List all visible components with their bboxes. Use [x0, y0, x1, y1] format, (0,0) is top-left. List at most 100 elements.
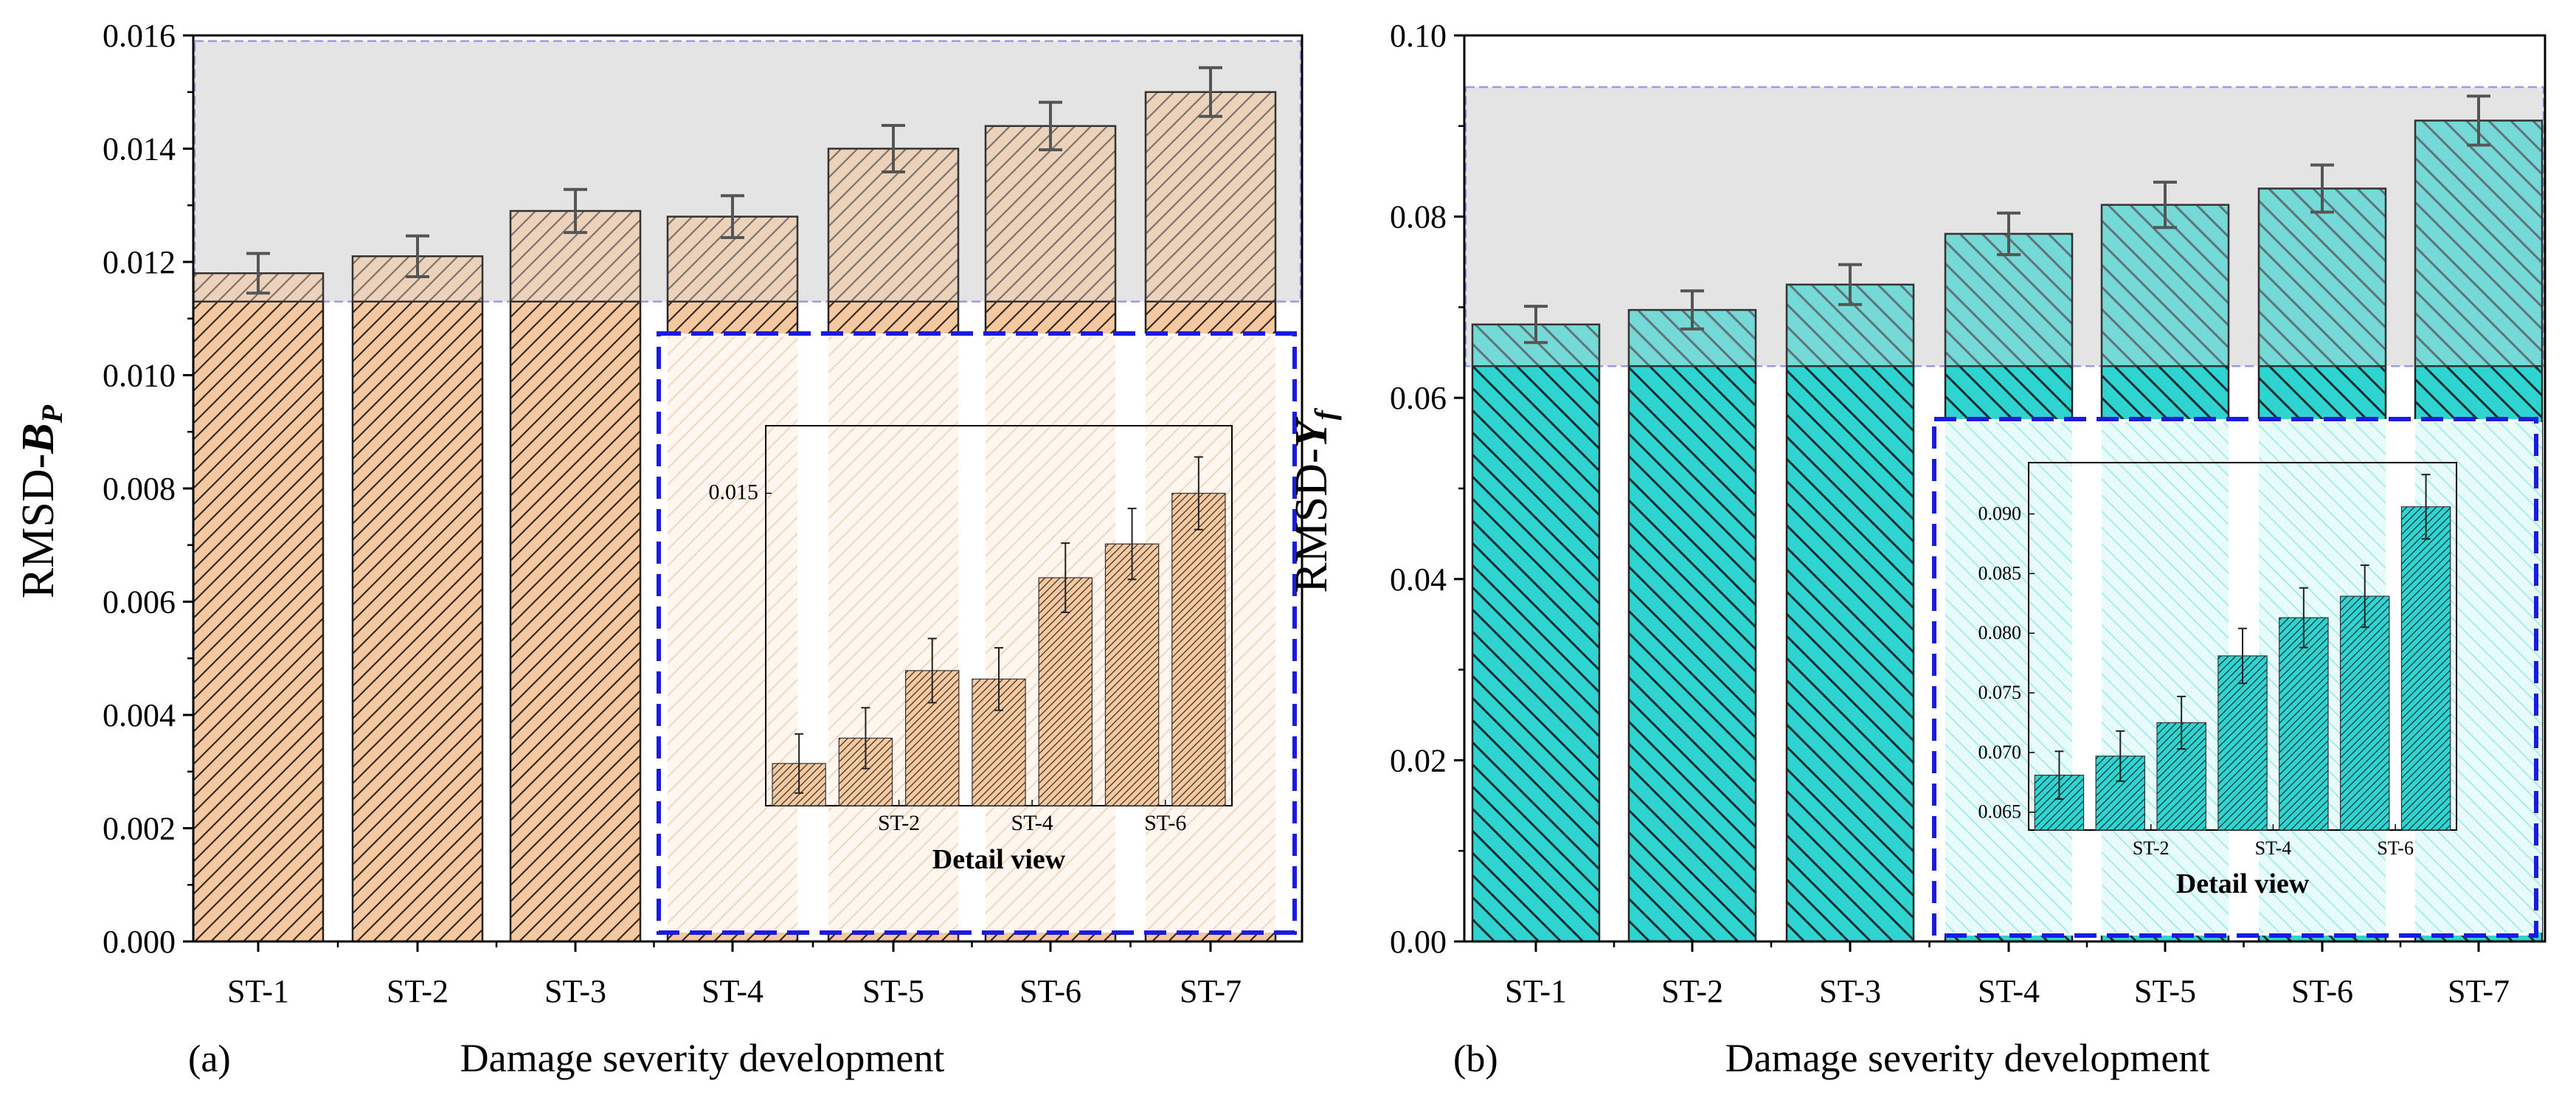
inset-bar-b-st-7 [2400, 506, 2451, 831]
xtick-label-b-st-7: ST-7 [2448, 973, 2510, 1009]
inset-error-bar-a-st-2 [861, 707, 870, 770]
inset-error-bar-b-st-7 [2421, 474, 2431, 540]
bar-top-b-st-3 [1785, 283, 1915, 367]
error-bar-b-st-1 [1524, 305, 1548, 345]
xtick-label-b-st-1: ST-1 [1505, 973, 1567, 1009]
inset-ytick-label-b-0: 0.065 [1978, 801, 2022, 823]
inset-ytick-label-b-5: 0.090 [1978, 503, 2022, 525]
inset-ytick-label-a-0: 0.015 [709, 480, 759, 505]
inset-xtick-label-a-1: ST-4 [1011, 811, 1053, 835]
inset-xtick-label-b-1: ST-4 [2255, 837, 2292, 859]
inset-xtick-label-b-2: ST-6 [2377, 837, 2414, 859]
ytick-label-b-2: 0.04 [1390, 561, 1447, 598]
inset-backdrop-strip-a-3 [668, 336, 797, 930]
ytick-label-a-7: 0.014 [103, 131, 176, 167]
xtick-label-a-st-7: ST-7 [1180, 973, 1242, 1009]
inset-error-bar-a-st-4 [994, 646, 1003, 711]
panel-a-plot: 0.015 ST-2 ST-4 ST-6 Detail view 0.000 0.002 0.… [103, 18, 1303, 1009]
xtick-label-a-st-4: ST-4 [702, 973, 764, 1009]
ytick-label-a-5: 0.010 [103, 358, 176, 394]
xtick-label-b-st-4: ST-4 [1978, 973, 2040, 1009]
inset-ytick-label-b-1: 0.070 [1978, 742, 2022, 763]
inset-backdrop-strip-b-3 [1945, 422, 2072, 933]
xtick-label-b-st-5: ST-5 [2134, 973, 2196, 1009]
inset-error-bar-a-st-7 [1194, 456, 1203, 530]
error-bar-a-st-7 [1199, 66, 1222, 118]
bar-top-b-st-6 [2257, 187, 2387, 367]
inset-error-bar-b-st-6 [2360, 564, 2369, 629]
bar-a-st-1 [192, 272, 325, 943]
error-bar-a-st-5 [882, 124, 905, 173]
error-bar-a-st-3 [564, 187, 587, 235]
inset-error-bar-b-st-5 [2299, 587, 2308, 649]
panel-a-label: (a) [188, 1038, 231, 1080]
error-bar-b-st-3 [1838, 263, 1862, 306]
bar-top-a-st-5 [827, 148, 960, 303]
xtick-label-b-st-3: ST-3 [1819, 973, 1881, 1009]
xtick-label-a-st-5: ST-5 [862, 973, 924, 1009]
panel-b-ylabel: RMSD-Yf [1287, 408, 1342, 593]
ytick-label-a-0: 0.000 [103, 924, 176, 960]
ytick-label-a-4: 0.008 [103, 471, 176, 507]
bar-b-st-3 [1785, 283, 1915, 943]
inset-error-bar-a-st-6 [1127, 508, 1137, 581]
panel-b-xlabel: Damage severity development [1725, 1036, 2210, 1080]
error-bar-b-st-6 [2310, 163, 2334, 214]
inset-xtick-label-a-0: ST-2 [878, 811, 920, 835]
panel-b-plot: 0.065 0.070 0.075 0.080 0.085 0.090 ST-2 ST-4 ST… [1390, 18, 2546, 1009]
panel-b: 0.065 0.070 0.075 0.080 0.085 0.090 ST-2 ST-4 ST… [1287, 18, 2546, 1080]
inset-bar-a-st-7 [1171, 492, 1226, 806]
bar-a-st-2 [351, 255, 484, 943]
inset-xtick-label-b-0: ST-2 [2133, 837, 2170, 859]
error-bar-a-st-6 [1039, 100, 1062, 152]
error-bar-b-st-5 [2153, 180, 2177, 229]
error-bar-a-st-2 [406, 234, 429, 278]
ytick-label-b-3: 0.06 [1390, 380, 1447, 416]
ytick-label-a-3: 0.006 [103, 584, 176, 621]
bar-b-st-2 [1627, 308, 1757, 943]
inset-backdrop-strip-a-4 [828, 336, 958, 930]
panel-b-label: (b) [1453, 1038, 1498, 1080]
panel-a-xlabel: Damage severity development [460, 1036, 945, 1080]
inset-error-bar-a-st-1 [794, 733, 804, 794]
inset-bar-b-st-6 [2339, 595, 2390, 831]
panel-a: 0.015 ST-2 ST-4 ST-6 Detail view 0.000 0.002 0.… [13, 18, 1303, 1080]
inset-error-bar-a-st-3 [927, 637, 937, 704]
ytick-label-b-0: 0.00 [1390, 924, 1447, 960]
error-bar-b-st-4 [1997, 211, 2021, 257]
bar-top-a-st-7 [1144, 91, 1277, 303]
inset-error-bar-b-st-4 [2238, 627, 2247, 685]
inset-title-b: Detail view [2176, 868, 2310, 899]
xtick-label-a-st-1: ST-1 [227, 973, 289, 1009]
xtick-label-b-st-2: ST-2 [1661, 973, 1723, 1009]
ytick-label-a-6: 0.012 [103, 244, 176, 280]
error-bar-b-st-2 [1680, 289, 1704, 331]
inset-error-bar-a-st-5 [1061, 542, 1070, 613]
ytick-label-b-1: 0.02 [1390, 742, 1447, 778]
bar-b-st-1 [1471, 323, 1601, 943]
bar-top-b-st-5 [2100, 204, 2230, 367]
xtick-label-a-st-2: ST-2 [387, 973, 449, 1009]
inset-error-bar-b-st-2 [2116, 730, 2125, 782]
ytick-label-a-8: 0.016 [103, 18, 176, 54]
bar-top-b-st-7 [2414, 120, 2544, 367]
ytick-label-b-4: 0.08 [1390, 199, 1447, 235]
inset-xtick-label-a-2: ST-6 [1144, 811, 1186, 835]
ytick-label-a-2: 0.004 [103, 697, 176, 733]
inset-bar-b-st-4 [2217, 655, 2268, 831]
xtick-label-b-st-6: ST-6 [2291, 973, 2353, 1009]
inset-bar-b-st-5 [2279, 617, 2329, 831]
error-bar-b-st-7 [2467, 94, 2490, 147]
error-bar-a-st-4 [721, 194, 744, 239]
inset-bar-a-st-6 [1104, 543, 1160, 806]
inset-error-bar-b-st-3 [2177, 695, 2187, 750]
ytick-label-a-1: 0.002 [103, 811, 176, 847]
bar-a-st-3 [509, 210, 642, 943]
ytick-label-b-5: 0.10 [1390, 18, 1447, 54]
inset-border-b [1932, 417, 2538, 938]
xtick-label-a-st-3: ST-3 [544, 973, 606, 1009]
inset-ytick-label-b-2: 0.075 [1978, 682, 2022, 703]
inset-ytick-label-b-3: 0.080 [1978, 622, 2022, 643]
inset-ytick-label-b-4: 0.085 [1978, 562, 2022, 584]
